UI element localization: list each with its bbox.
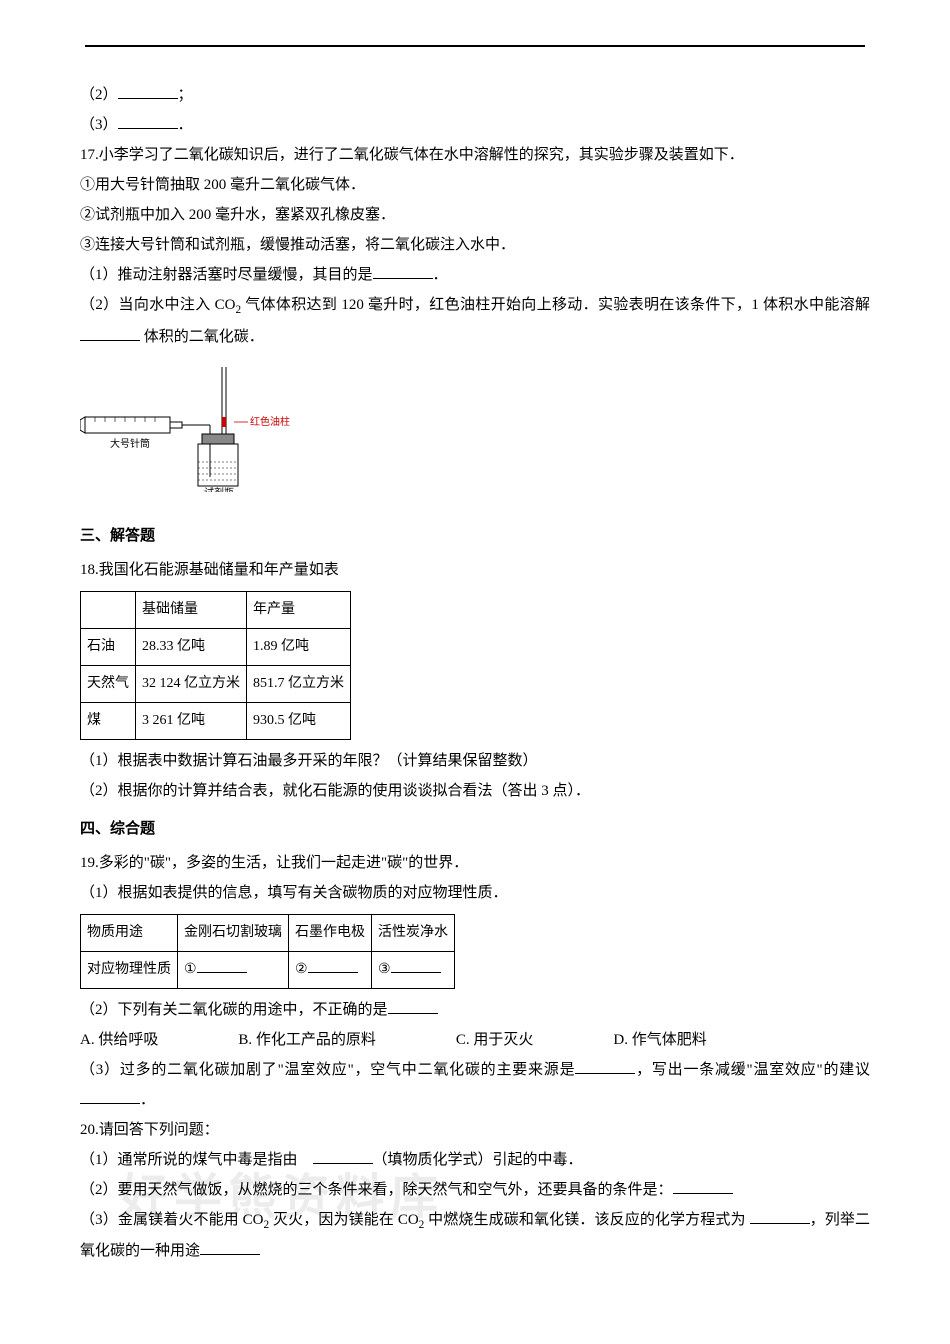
q17-sub2-pre: （2）当向水中注入 CO [80, 297, 235, 313]
q18-intro: 18.我国化石能源基础储量和年产量如表 [80, 555, 870, 585]
q19-options: A. 供给呼吸 B. 作化工产品的原料 C. 用于灭火 D. 作气体肥料 [80, 1025, 870, 1055]
q19-sub3-mid: ，写出一条减缓"温室效应"的建议 [635, 1062, 870, 1078]
q19-sub3-pre: （3）过多的二氧化碳加剧了"温室效应"，空气中二氧化碳的主要来源是 [80, 1062, 575, 1078]
q20-sub3: （3）金属镁着火不能用 CO2 灭火，因为镁能在 CO2 中燃烧生成碳和氧化镁．… [80, 1205, 870, 1267]
q20-sub1-post: （填物质化学式）引起的中毒． [373, 1152, 583, 1168]
section-3-title: 三、解答题 [80, 521, 870, 551]
table-row: 天然气 32 124 亿立方米 851.7 亿立方米 [81, 665, 351, 702]
table-row: 煤 3 261 亿吨 930.5 亿吨 [81, 702, 351, 739]
q17-step1: ①用大号针筒抽取 200 毫升二氧化碳气体． [80, 170, 870, 200]
q17-intro: 17.小李学习了二氧化碳知识后，进行了二氧化碳气体在水中溶解性的探究，其实验步骤… [80, 140, 870, 170]
option-b: B. 作化工产品的原料 [238, 1025, 376, 1055]
q19-table-blank1 [197, 956, 247, 973]
experiment-diagram: 红色油柱 大号针筒 试剂瓶 [80, 362, 290, 492]
section-4-title: 四、综合题 [80, 814, 870, 844]
q18-sub1: （1）根据表中数据计算石油最多开采的年限？（计算结果保留整数） [80, 746, 870, 776]
table-cell: 石油 [81, 628, 136, 665]
table-cell: 煤 [81, 702, 136, 739]
cell-text: ② [295, 962, 308, 977]
q17-sub1-post: ． [433, 267, 448, 283]
q19-sub3-blank2 [80, 1086, 140, 1104]
q17-step3: ③连接大号针筒和试剂瓶，缓慢推动活塞，将二氧化碳注入水中． [80, 230, 870, 260]
table-cell: 3 261 亿吨 [136, 702, 247, 739]
table-cell: ② [289, 951, 372, 988]
q20-sub3-blank1 [750, 1206, 810, 1224]
table-cell [81, 591, 136, 628]
table-cell: ③ [372, 951, 455, 988]
table-cell: 物质用途 [81, 914, 178, 951]
item-3-suffix: ． [178, 117, 193, 133]
oil-column-label: 红色油柱 [250, 415, 290, 428]
blank-3 [118, 111, 178, 129]
line-2: （2） ； [80, 80, 870, 110]
q20-sub2-pre: （2）要用天然气做饭，从燃烧的三个条件来看，除天然气和空气外，还要具备的条件是： [80, 1182, 673, 1198]
bottle-label: 试剂瓶 [204, 486, 234, 492]
table-cell: 32 124 亿立方米 [136, 665, 247, 702]
q18-table: 基础储量 年产量 石油 28.33 亿吨 1.89 亿吨 天然气 32 124 … [80, 591, 351, 740]
table-cell: 基础储量 [136, 591, 247, 628]
q19-table: 物质用途 金刚石切割玻璃 石墨作电极 活性炭净水 对应物理性质 ① ② ③ [80, 914, 455, 989]
q17-sub2-blank [80, 323, 140, 341]
q19-sub3: （3）过多的二氧化碳加剧了"温室效应"，空气中二氧化碳的主要来源是 ，写出一条减缓… [80, 1055, 870, 1115]
item-2-prefix: （2） [80, 87, 118, 103]
q20-intro: 20.请回答下列问题： [80, 1115, 870, 1145]
q20-sub1-pre: （1）通常所说的煤气中毒是指由 [80, 1152, 313, 1168]
table-cell: 年产量 [247, 591, 351, 628]
item-3-prefix: （3） [80, 117, 118, 133]
q19-sub1: （1）根据如表提供的信息，填写有关含碳物质的对应物理性质． [80, 878, 870, 908]
q17-sub2: （2）当向水中注入 CO2 气体体积达到 120 毫升时，红色油柱开始向上移动．… [80, 290, 870, 352]
table-row: 对应物理性质 ① ② ③ [81, 951, 455, 988]
q19-table-blank3 [391, 956, 441, 973]
q19-sub3-post: ． [140, 1092, 155, 1108]
q20-sub3-mid: 灭火，因为镁能在 CO [269, 1212, 419, 1228]
table-cell: 1.89 亿吨 [247, 628, 351, 665]
q17-sub1: （1）推动注射器活塞时尽量缓慢，其目的是 ． [80, 260, 870, 290]
q18-sub2: （2）根据你的计算并结合表，就化石能源的使用谈谈拟合看法（答出 3 点）． [80, 776, 870, 806]
table-cell: 930.5 亿吨 [247, 702, 351, 739]
table-cell: 对应物理性质 [81, 951, 178, 988]
q20-sub3-blank2 [200, 1237, 260, 1255]
document-body: （2） ； （3） ． 17.小李学习了二氧化碳知识后，进行了二氧化碳气体在水中溶解… [80, 80, 870, 1266]
q20-sub2-blank [673, 1176, 733, 1194]
option-d: D. 作气体肥料 [613, 1025, 706, 1055]
table-row: 基础储量 年产量 [81, 591, 351, 628]
q19-sub2-pre: （2）下列有关二氧化碳的用途中，不正确的是 [80, 1002, 388, 1018]
table-row: 石油 28.33 亿吨 1.89 亿吨 [81, 628, 351, 665]
line-3: （3） ． [80, 110, 870, 140]
item-2-suffix: ； [178, 87, 193, 103]
q19-table-blank2 [308, 956, 358, 973]
q19-intro: 19.多彩的"碳"，多姿的生活，让我们一起走进"碳"的世界． [80, 848, 870, 878]
q19-sub2: （2）下列有关二氧化碳的用途中，不正确的是 [80, 995, 870, 1025]
q20-sub1-blank [313, 1146, 373, 1164]
table-cell: 851.7 亿立方米 [247, 665, 351, 702]
table-cell: 天然气 [81, 665, 136, 702]
table-cell: 28.33 亿吨 [136, 628, 247, 665]
table-cell: 金刚石切割玻璃 [178, 914, 289, 951]
q17-sub1-pre: （1）推动注射器活塞时尽量缓慢，其目的是 [80, 267, 373, 283]
table-cell: 活性炭净水 [372, 914, 455, 951]
q17-sub2-mid: 气体体积达到 120 毫升时，红色油柱开始向上移动．实验表明在该条件下，1 体积… [241, 297, 870, 313]
q17-sub2-post: 体积的二氧化碳． [140, 329, 264, 345]
q20-sub3-pre: （3）金属镁着火不能用 CO [80, 1212, 264, 1228]
q19-sub3-blank1 [575, 1056, 635, 1074]
q19-sub2-blank [388, 996, 438, 1014]
q20-sub1: （1）通常所说的煤气中毒是指由 （填物质化学式）引起的中毒． [80, 1145, 870, 1175]
option-a: A. 供给呼吸 [80, 1025, 158, 1055]
q17-sub1-blank [373, 261, 433, 279]
blank-2 [118, 81, 178, 99]
q20-sub3-mid2: 中燃烧生成碳和氧化镁．该反应的化学方程式为 [424, 1212, 745, 1228]
syringe-label: 大号针筒 [110, 437, 150, 450]
q20-sub2: （2）要用天然气做饭，从燃烧的三个条件来看，除天然气和空气外，还要具备的条件是： [80, 1175, 870, 1205]
cell-text: ① [184, 962, 197, 977]
table-cell: 石墨作电极 [289, 914, 372, 951]
q17-step2: ②试剂瓶中加入 200 毫升水，塞紧双孔橡皮塞． [80, 200, 870, 230]
table-row: 物质用途 金刚石切割玻璃 石墨作电极 活性炭净水 [81, 914, 455, 951]
table-cell: ① [178, 951, 289, 988]
page-top-rule [85, 45, 865, 47]
cell-text: ③ [378, 962, 391, 977]
option-c: C. 用于灭火 [456, 1025, 534, 1055]
